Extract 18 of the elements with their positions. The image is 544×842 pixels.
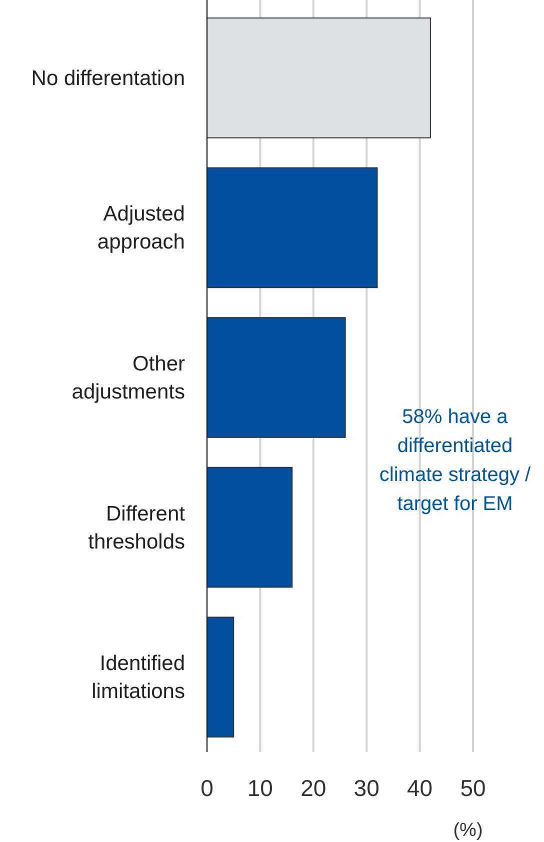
y-tick-label: Different thresholds [88, 502, 186, 554]
x-tick-label: 30 [354, 775, 380, 801]
bar [206, 466, 293, 588]
y-tick-label: No differentation [31, 66, 185, 90]
bar [206, 167, 378, 288]
bar [206, 616, 234, 738]
y-tick-label: Other adjustments [72, 352, 185, 404]
x-axis-title: (%) [453, 820, 483, 841]
bar [206, 317, 346, 438]
y-tick-label: Identified limitations [92, 652, 185, 704]
bar [206, 17, 431, 138]
x-tick-label: 20 [300, 775, 326, 801]
x-tick-label: 10 [247, 775, 273, 801]
x-tick-label: 40 [407, 775, 433, 801]
annotation: 58% have a differentiated climate strategy / target for EM [379, 406, 532, 515]
x-tick-label: 50 [460, 775, 486, 801]
x-tick-label: 0 [200, 775, 214, 801]
y-tick-label: Adjusted approach [97, 202, 185, 254]
